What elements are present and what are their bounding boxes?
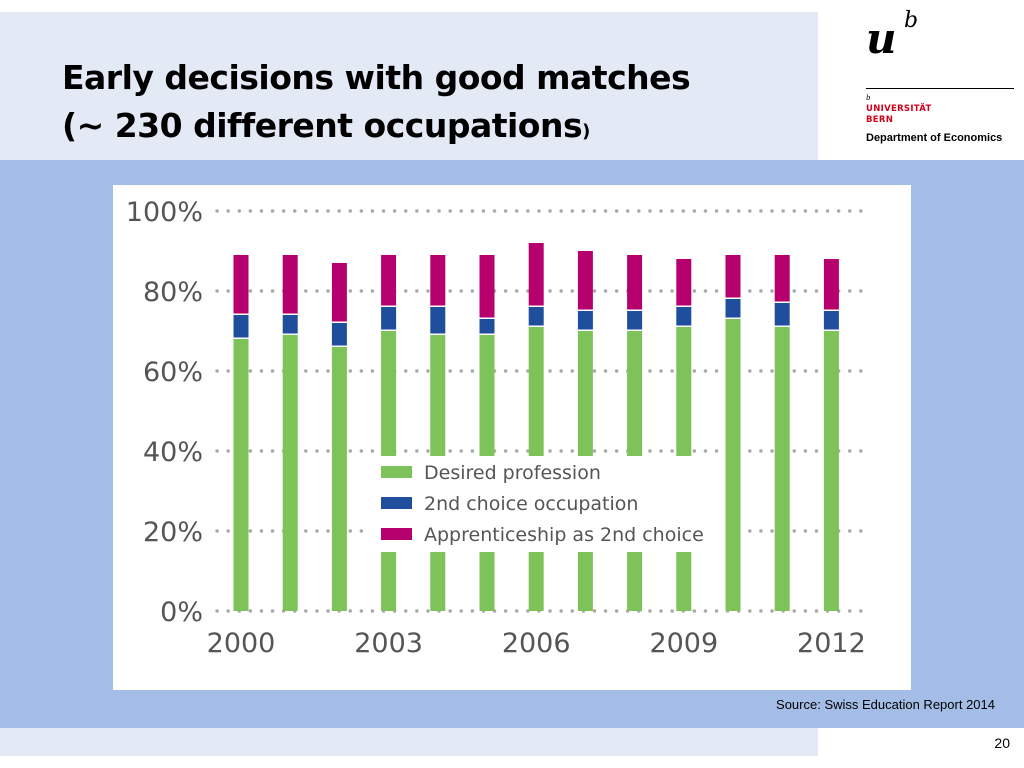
bar-segment-2nd-choice-occupation [479, 319, 495, 334]
bar-segment-2nd-choice-occupation [774, 303, 790, 326]
bar-segment-2nd-choice-occupation [528, 307, 544, 326]
university-name-line-2: BERN [866, 115, 894, 125]
logo-divider [866, 88, 1014, 89]
logo-mark: u [866, 14, 897, 63]
bar-segment-apprenticeship-as-2nd-choice [381, 255, 397, 306]
bar-segment-apprenticeship-as-2nd-choice [233, 255, 249, 314]
x-tick-label: 2006 [502, 628, 571, 659]
department-name: Department of Economics [866, 132, 1003, 144]
slide-title: Early decisions with good matches (~ 230… [62, 54, 691, 156]
legend-label: Apprenticeship as 2nd choice [424, 524, 704, 546]
x-tick-label: 2012 [797, 628, 866, 659]
bar-segment-apprenticeship-as-2nd-choice [479, 255, 495, 318]
bar-segment-2nd-choice-occupation [282, 315, 298, 334]
bar-segment-desired-profession [774, 327, 790, 611]
bar-segment-desired-profession [725, 319, 741, 611]
header-band [0, 12, 818, 160]
bar-segment-desired-profession [823, 331, 839, 611]
legend-swatch [381, 528, 412, 540]
legend-label: Desired profession [424, 462, 601, 484]
bar-segment-apprenticeship-as-2nd-choice [627, 255, 643, 310]
bar-segment-2nd-choice-occupation [577, 311, 593, 330]
bar-segment-2nd-choice-occupation [676, 307, 692, 326]
legend-swatch [381, 497, 412, 509]
x-tick-label: 2003 [354, 628, 423, 659]
bar-segment-2nd-choice-occupation [430, 307, 446, 334]
footer-band [0, 728, 818, 756]
slide-title-close-paren: ) [582, 121, 590, 142]
bar-segment-apprenticeship-as-2nd-choice [331, 263, 347, 322]
bar-segment-apprenticeship-as-2nd-choice [577, 251, 593, 310]
slide-title-line-2: (~ 230 different occupations) [62, 102, 690, 156]
university-logo: u b b UNIVERSITÄT BERN Department of Eco… [818, 0, 1024, 160]
bar-segment-apprenticeship-as-2nd-choice [282, 255, 298, 314]
bar-segment-apprenticeship-as-2nd-choice [676, 259, 692, 306]
y-tick-label: 80% [143, 277, 203, 308]
bar-segment-2nd-choice-occupation [627, 311, 643, 330]
bar-segment-apprenticeship-as-2nd-choice [725, 255, 741, 298]
bar-segment-2nd-choice-occupation [233, 315, 249, 338]
legend-box [365, 456, 723, 552]
legend-swatch [381, 466, 412, 478]
y-tick-label: 100% [126, 197, 203, 228]
slide-title-line-1: Early decisions with good matches [62, 58, 691, 97]
bar-segment-2nd-choice-occupation [823, 311, 839, 330]
bar-segment-apprenticeship-as-2nd-choice [774, 255, 790, 302]
bar-segment-apprenticeship-as-2nd-choice [528, 243, 544, 306]
bar-segment-2nd-choice-occupation [725, 299, 741, 318]
bar-segment-apprenticeship-as-2nd-choice [823, 259, 839, 310]
bar-segment-desired-profession [282, 335, 298, 611]
x-tick-label: 2000 [207, 628, 276, 659]
y-tick-label: 40% [143, 437, 203, 468]
bar-segment-2nd-choice-occupation [381, 307, 397, 330]
slide-title-line-2-text: (~ 230 different occupations [62, 106, 583, 145]
source-note: Source: Swiss Education Report 2014 [776, 697, 995, 712]
bar-segment-2nd-choice-occupation [331, 323, 347, 346]
y-tick-label: 60% [143, 357, 203, 388]
chart-panel: 0% 20% 40% 60% 80% 100% 2000 2003 2006 2009 2012 De… [113, 185, 911, 690]
logo-small-b: b [866, 94, 871, 102]
university-name-line-1: UNIVERSITÄT [866, 104, 932, 114]
legend-label: 2nd choice occupation [424, 493, 638, 515]
stacked-bar-chart: 0% 20% 40% 60% 80% 100% 2000 2003 2006 2009 2012 De… [126, 197, 866, 659]
page-number: 20 [994, 735, 1010, 751]
bar-segment-apprenticeship-as-2nd-choice [430, 255, 446, 306]
university-name: UNIVERSITÄT BERN [866, 104, 932, 126]
x-tick-label: 2009 [649, 628, 718, 659]
logo-superscript: b [904, 8, 919, 33]
y-tick-label: 20% [143, 517, 203, 548]
bar-segment-desired-profession [233, 339, 249, 611]
bar-segment-desired-profession [331, 347, 347, 611]
y-tick-label: 0% [160, 597, 203, 628]
